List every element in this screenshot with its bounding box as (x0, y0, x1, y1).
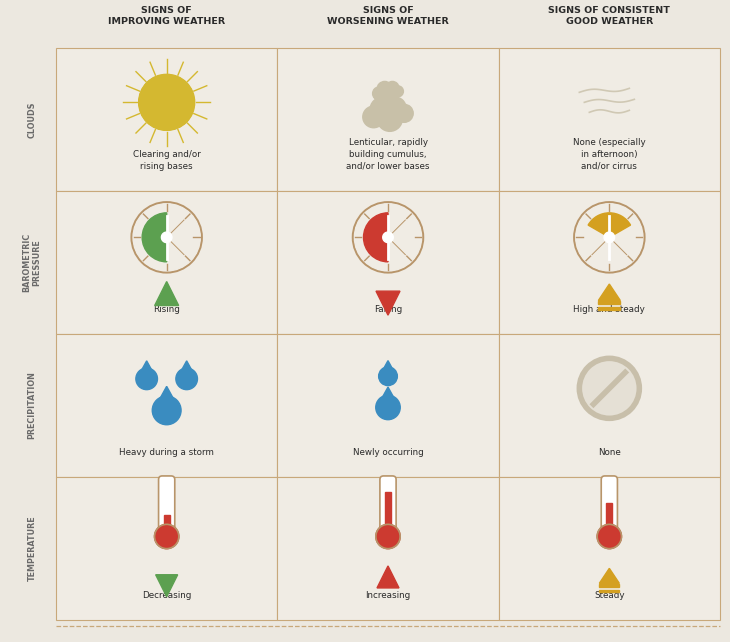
Circle shape (363, 106, 385, 128)
Text: High and steady: High and steady (574, 305, 645, 314)
Polygon shape (161, 232, 172, 243)
FancyBboxPatch shape (380, 476, 396, 537)
Bar (599, 308, 620, 311)
Polygon shape (155, 386, 177, 406)
Bar (499, 191, 720, 334)
Circle shape (155, 525, 179, 549)
Text: None: None (598, 448, 620, 457)
Bar (385, 492, 391, 530)
Text: SIGNS OF
WORSENING WEATHER: SIGNS OF WORSENING WEATHER (327, 6, 449, 26)
Bar (277, 191, 499, 334)
Text: Decreasing: Decreasing (142, 591, 191, 600)
Circle shape (376, 395, 400, 420)
Circle shape (580, 358, 639, 419)
Bar (499, 477, 720, 620)
Bar (277, 334, 499, 477)
Bar (277, 477, 499, 620)
Bar (499, 48, 720, 191)
Polygon shape (381, 361, 395, 374)
Bar (499, 334, 720, 477)
Text: Clearing and/or
rising bases: Clearing and/or rising bases (133, 150, 201, 171)
Text: Steady: Steady (594, 591, 625, 600)
Bar (599, 584, 619, 587)
Wedge shape (142, 213, 166, 262)
Circle shape (136, 368, 158, 390)
Circle shape (379, 367, 397, 386)
Polygon shape (155, 575, 177, 597)
Circle shape (395, 105, 413, 123)
Circle shape (176, 368, 198, 390)
Circle shape (372, 87, 385, 100)
Wedge shape (364, 213, 388, 262)
FancyBboxPatch shape (602, 476, 618, 537)
Polygon shape (155, 282, 179, 306)
FancyBboxPatch shape (158, 476, 174, 537)
Bar (56, 334, 277, 477)
Polygon shape (604, 232, 615, 243)
Bar (164, 515, 169, 530)
Text: Heavy during a storm: Heavy during a storm (119, 448, 214, 457)
Text: Falling: Falling (374, 305, 402, 314)
Text: PRECIPITATION: PRECIPITATION (28, 372, 36, 439)
Polygon shape (377, 566, 399, 588)
Polygon shape (379, 387, 397, 404)
Text: TEMPERATURE: TEMPERATURE (28, 516, 36, 581)
Circle shape (139, 74, 195, 130)
Circle shape (153, 396, 181, 425)
Polygon shape (599, 284, 620, 300)
Bar (599, 301, 620, 304)
Circle shape (597, 525, 621, 549)
Bar (607, 503, 612, 530)
Circle shape (393, 86, 404, 97)
Text: Lenticular, rapidly
building cumulus,
and/or lower bases: Lenticular, rapidly building cumulus, an… (346, 139, 430, 171)
Text: Rising: Rising (153, 305, 180, 314)
Text: SIGNS OF
IMPROVING WEATHER: SIGNS OF IMPROVING WEATHER (108, 6, 226, 26)
Circle shape (385, 97, 406, 119)
Circle shape (385, 82, 399, 94)
Bar (56, 477, 277, 620)
Text: Newly occurring: Newly occurring (353, 448, 423, 457)
Circle shape (381, 87, 397, 102)
Polygon shape (139, 361, 155, 376)
Bar (277, 48, 499, 191)
Circle shape (376, 525, 400, 549)
Circle shape (370, 97, 395, 123)
Bar (56, 191, 277, 334)
Polygon shape (178, 361, 195, 376)
Text: BAROMETRIC
PRESSURE: BAROMETRIC PRESSURE (23, 233, 42, 292)
Circle shape (576, 204, 643, 271)
Polygon shape (383, 232, 393, 243)
Circle shape (133, 204, 200, 271)
Polygon shape (599, 568, 619, 584)
Text: Increasing: Increasing (366, 591, 411, 600)
Text: None (especially
in afternoon)
and/or cirrus: None (especially in afternoon) and/or ci… (573, 139, 645, 171)
Circle shape (354, 204, 422, 271)
Bar (56, 48, 277, 191)
Circle shape (377, 82, 393, 97)
Text: CLOUDS: CLOUDS (28, 101, 36, 138)
Circle shape (377, 106, 402, 132)
Bar (599, 589, 619, 593)
Text: SIGNS OF CONSISTENT
GOOD WEATHER: SIGNS OF CONSISTENT GOOD WEATHER (548, 6, 670, 26)
Wedge shape (588, 213, 631, 238)
Polygon shape (376, 291, 400, 315)
